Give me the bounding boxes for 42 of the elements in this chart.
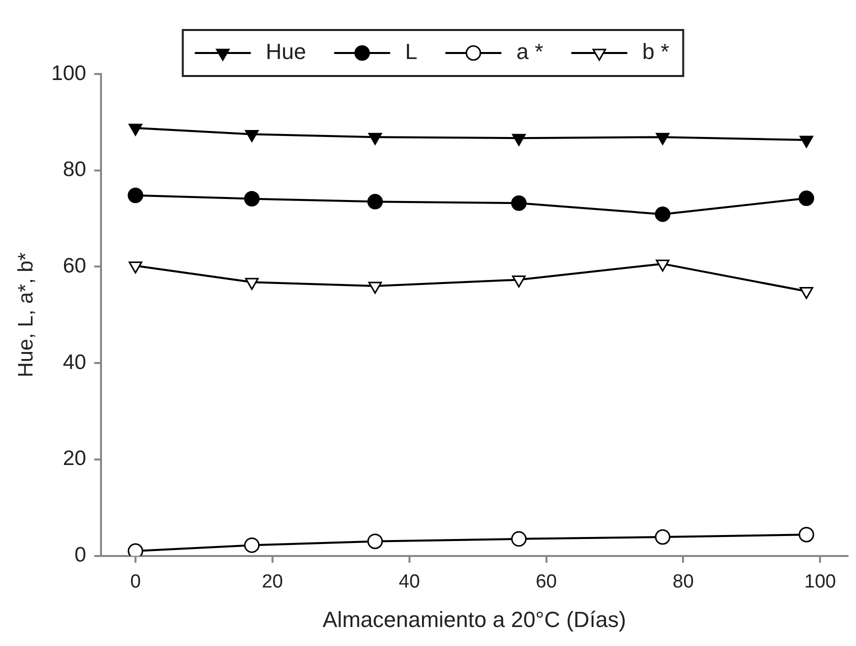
x-tick-label: 100 — [804, 571, 836, 592]
point — [800, 136, 814, 148]
y-tick-label: 100 — [51, 62, 86, 85]
y-tick-label: 80 — [62, 158, 86, 182]
point — [367, 534, 383, 550]
legend-label: a * — [516, 39, 544, 64]
legend-label: b * — [642, 39, 670, 64]
point — [368, 282, 382, 294]
point — [128, 262, 142, 274]
point — [128, 543, 144, 556]
point — [245, 130, 259, 142]
point — [656, 260, 670, 272]
point — [511, 531, 527, 547]
y-tick-label: 0 — [74, 544, 86, 567]
x-tick-label: 80 — [672, 571, 694, 592]
point — [656, 132, 670, 145]
point — [654, 206, 670, 222]
point — [244, 191, 260, 207]
point — [128, 124, 142, 136]
point — [511, 195, 527, 211]
y-tick-label: 20 — [62, 447, 86, 470]
point — [654, 529, 670, 545]
y-tick-label: 60 — [62, 254, 86, 278]
x-tick-label: 60 — [536, 571, 557, 592]
legend-label: L — [405, 39, 418, 64]
x-tick-label: 20 — [262, 571, 283, 592]
x-axis-title: Almacenamiento a 20°C (Días) — [322, 606, 626, 632]
legend-label: Hue — [266, 39, 306, 64]
x-tick-label: 40 — [398, 571, 420, 592]
point — [128, 188, 144, 204]
point — [512, 275, 526, 288]
point — [245, 278, 259, 290]
y-tick-label: 40 — [62, 350, 86, 374]
point — [798, 526, 814, 542]
y-axis-title: Hue, L, a*, b* — [14, 252, 38, 378]
point — [798, 190, 814, 206]
point — [800, 287, 814, 300]
point — [512, 134, 526, 146]
point — [368, 132, 382, 145]
x-tick-label: 0 — [130, 571, 141, 592]
point — [244, 537, 260, 553]
point — [367, 194, 383, 210]
